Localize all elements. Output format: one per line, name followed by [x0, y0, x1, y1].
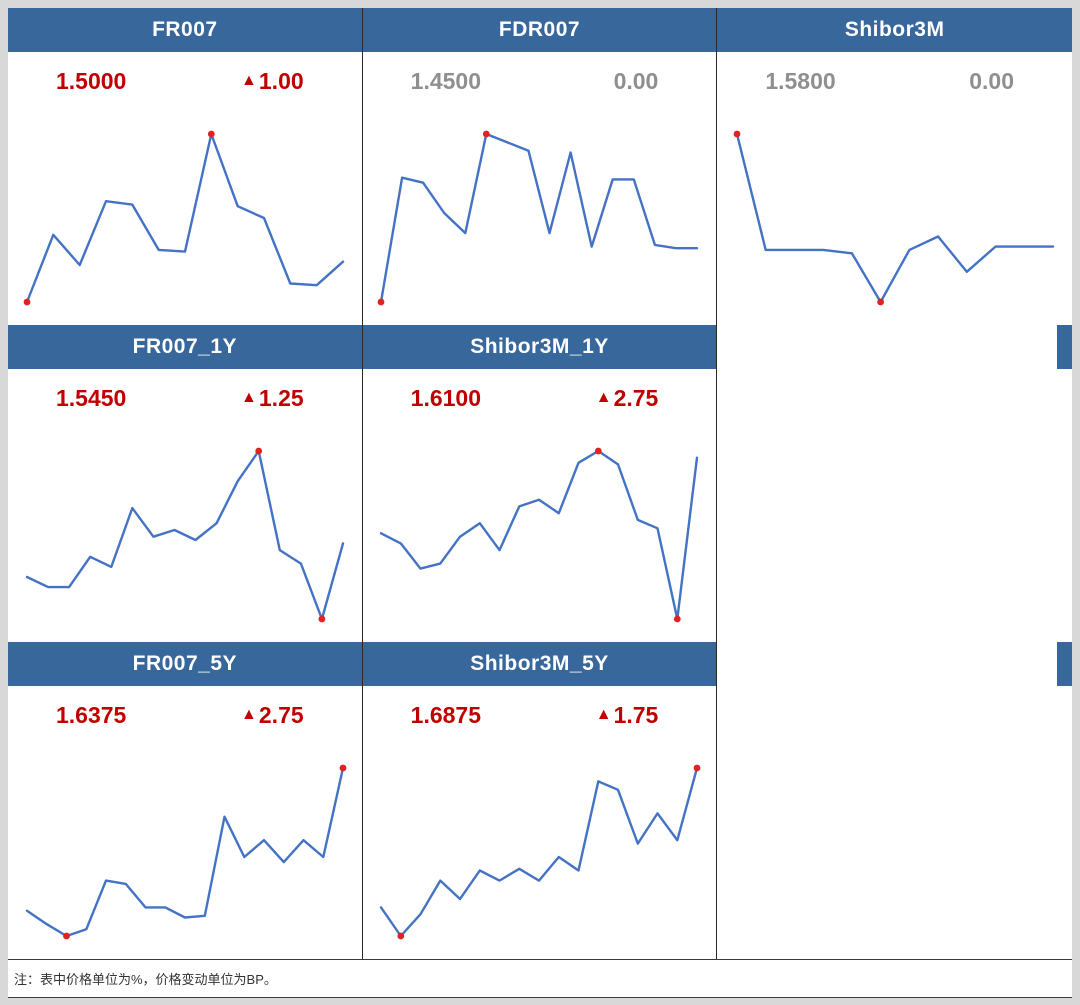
extreme-dot — [733, 130, 741, 137]
dashboard-content: FR007 1.5000 ▲ 1.00 FDR007 1.4500 — [8, 8, 1072, 998]
triangle-up-icon: ▲ — [595, 389, 612, 406]
change-group: ▲ 1.00 — [241, 68, 304, 95]
sparkline-svg — [380, 764, 701, 939]
change-value: 1.25 — [258, 384, 304, 411]
panel-title: FR007 — [152, 18, 218, 41]
price-value: 1.5450 — [56, 384, 127, 411]
header-bar-fragment — [1056, 325, 1072, 369]
sparkline-chart — [8, 427, 362, 642]
panel-shibor3m: Shibor3M 1.5800 0.00 — [717, 8, 1072, 325]
panel-header: Shibor3M — [717, 8, 1072, 52]
change-group: ▲ 2.75 — [596, 385, 659, 412]
extreme-dot — [207, 130, 215, 137]
extreme-dot — [62, 932, 70, 939]
sparkline-svg — [378, 130, 699, 305]
sparkline-chart — [8, 744, 362, 959]
panel-values: 1.5800 0.00 — [717, 52, 1072, 110]
footnote-text: 注：表中价格单位为%，价格变动单位为BP。 — [14, 972, 277, 987]
panels-grid: FR007 1.5000 ▲ 1.00 FDR007 1.4500 — [8, 8, 1072, 959]
triangle-up-icon: ▲ — [241, 389, 257, 406]
panel-values: 1.6875 ▲ 1.75 — [363, 686, 717, 744]
panel-header: FR007_5Y — [8, 642, 362, 686]
panel-title: Shibor3M_5Y — [470, 652, 609, 675]
footnote: 注：表中价格单位为%，价格变动单位为BP。 — [8, 959, 1072, 998]
panel-title: FR007_5Y — [132, 652, 238, 675]
panel-title: FR007_1Y — [132, 335, 238, 358]
sparkline-svg — [380, 447, 699, 622]
extreme-dot — [674, 615, 682, 622]
sparkline-chart — [363, 427, 717, 642]
panel-values: 1.5000 ▲ 1.00 — [8, 52, 362, 110]
panel-values: 1.6375 ▲ 2.75 — [8, 686, 362, 744]
panel-fr007-5y: FR007_5Y 1.6375 ▲ 2.75 — [8, 642, 363, 959]
extreme-dot — [318, 615, 326, 622]
panel-header: Shibor3M_5Y — [362, 642, 717, 686]
panel-shibor3m-5y: Shibor3M_5Y 1.6875 ▲ 1.75 — [362, 642, 718, 959]
panel-header: Shibor3M_1Y — [362, 325, 717, 369]
triangle-up-icon: ▲ — [595, 706, 612, 723]
price-value: 1.5000 — [56, 67, 127, 94]
extreme-dot — [378, 298, 385, 305]
change-group: ▲ 1.25 — [241, 385, 304, 412]
extreme-dot — [876, 298, 884, 305]
price-value: 1.6375 — [56, 701, 127, 728]
panel-header: FR007_1Y — [8, 325, 362, 369]
triangle-up-icon: ▲ — [241, 706, 257, 723]
panel-values: 1.6100 ▲ 2.75 — [363, 369, 717, 427]
sparkline-svg — [25, 447, 345, 622]
panel-title: Shibor3M_1Y — [470, 335, 609, 358]
sparkline-chart — [363, 744, 717, 959]
change-group: ▲ 1.75 — [596, 702, 659, 729]
change-value: 1.00 — [258, 67, 304, 94]
change-group: 0.00 — [967, 68, 1014, 95]
change-group: 0.00 — [612, 68, 659, 95]
sparkline-chart — [363, 110, 717, 325]
extreme-dot — [339, 764, 347, 771]
extreme-dot — [255, 447, 262, 454]
panel-values: 1.4500 0.00 — [363, 52, 717, 110]
price-value: 1.5800 — [765, 67, 836, 94]
sparkline-chart — [8, 110, 362, 325]
panel-header: FDR007 — [362, 8, 717, 52]
panel-header: FR007 — [8, 8, 362, 52]
extreme-dot — [483, 130, 491, 137]
header-bar-fragment — [1056, 642, 1072, 686]
empty-panel — [717, 642, 1072, 959]
panel-title: Shibor3M — [844, 18, 945, 41]
price-value: 1.4500 — [410, 67, 482, 94]
extreme-dot — [694, 764, 701, 771]
panel-fdr007: FDR007 1.4500 0.00 — [362, 8, 718, 325]
extreme-dot — [397, 932, 405, 939]
change-value: 0.00 — [613, 67, 659, 94]
panel-fr007-1y: FR007_1Y 1.5450 ▲ 1.25 — [8, 325, 363, 642]
panel-fr007: FR007 1.5000 ▲ 1.00 — [8, 8, 363, 325]
panel-shibor3m-1y: Shibor3M_1Y 1.6100 ▲ 2.75 — [362, 325, 718, 642]
change-value: 0.00 — [969, 67, 1014, 94]
sparkline-svg — [733, 130, 1054, 305]
price-value: 1.6100 — [410, 384, 482, 411]
panel-title: FDR007 — [498, 18, 581, 41]
sparkline-chart — [717, 110, 1072, 325]
panel-values: 1.5450 ▲ 1.25 — [8, 369, 362, 427]
extreme-dot — [23, 298, 31, 305]
change-value: 2.75 — [258, 701, 304, 728]
empty-panel — [717, 325, 1072, 642]
price-value: 1.6875 — [410, 701, 482, 728]
change-group: ▲ 2.75 — [241, 702, 304, 729]
change-value: 2.75 — [613, 384, 659, 411]
extreme-dot — [595, 447, 603, 454]
sparkline-svg — [23, 130, 345, 305]
sparkline-svg — [25, 764, 347, 939]
triangle-up-icon: ▲ — [241, 72, 257, 89]
change-value: 1.75 — [613, 701, 659, 728]
